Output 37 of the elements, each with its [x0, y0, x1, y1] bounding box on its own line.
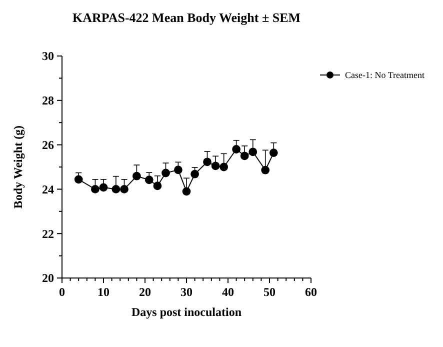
- x-tick-label: 40: [222, 285, 234, 299]
- x-tick-label: 10: [98, 285, 110, 299]
- point: [182, 187, 191, 196]
- point: [153, 182, 162, 190]
- y-axis-title: Body Weight (g): [11, 125, 25, 209]
- point: [232, 145, 240, 154]
- point: [144, 176, 154, 184]
- y-tick-label: 30: [42, 49, 54, 64]
- point: [220, 162, 228, 172]
- x-tick-label: 20: [139, 285, 151, 299]
- y-tick-label: 24: [42, 182, 54, 196]
- x-tick-label: 60: [305, 285, 317, 299]
- y-tick-label: 22: [42, 226, 54, 241]
- point: [261, 166, 270, 174]
- x-tick-label: 50: [264, 285, 276, 299]
- chart-title: KARPAS-422 Mean Body Weight ± SEM: [72, 10, 301, 25]
- x-axis-title: Days post inoculation: [131, 305, 242, 319]
- point: [174, 166, 182, 174]
- point: [74, 175, 83, 184]
- point: [248, 148, 258, 156]
- point: [190, 170, 199, 178]
- point: [269, 148, 278, 157]
- point: [99, 183, 108, 192]
- y-tick-label: 20: [42, 271, 54, 286]
- y-tick-label: 26: [42, 138, 54, 152]
- legend-label: Case-1: No Treatment: [345, 70, 425, 80]
- x-tick-label: 0: [59, 285, 65, 299]
- point: [211, 162, 220, 170]
- point: [120, 185, 128, 194]
- x-tick-label: 30: [180, 285, 192, 299]
- y-tick-label: 28: [42, 94, 54, 108]
- point: [91, 185, 100, 194]
- point: [162, 168, 170, 178]
- point: [132, 172, 141, 180]
- point: [112, 185, 120, 194]
- point: [240, 152, 249, 160]
- point: [203, 158, 212, 166]
